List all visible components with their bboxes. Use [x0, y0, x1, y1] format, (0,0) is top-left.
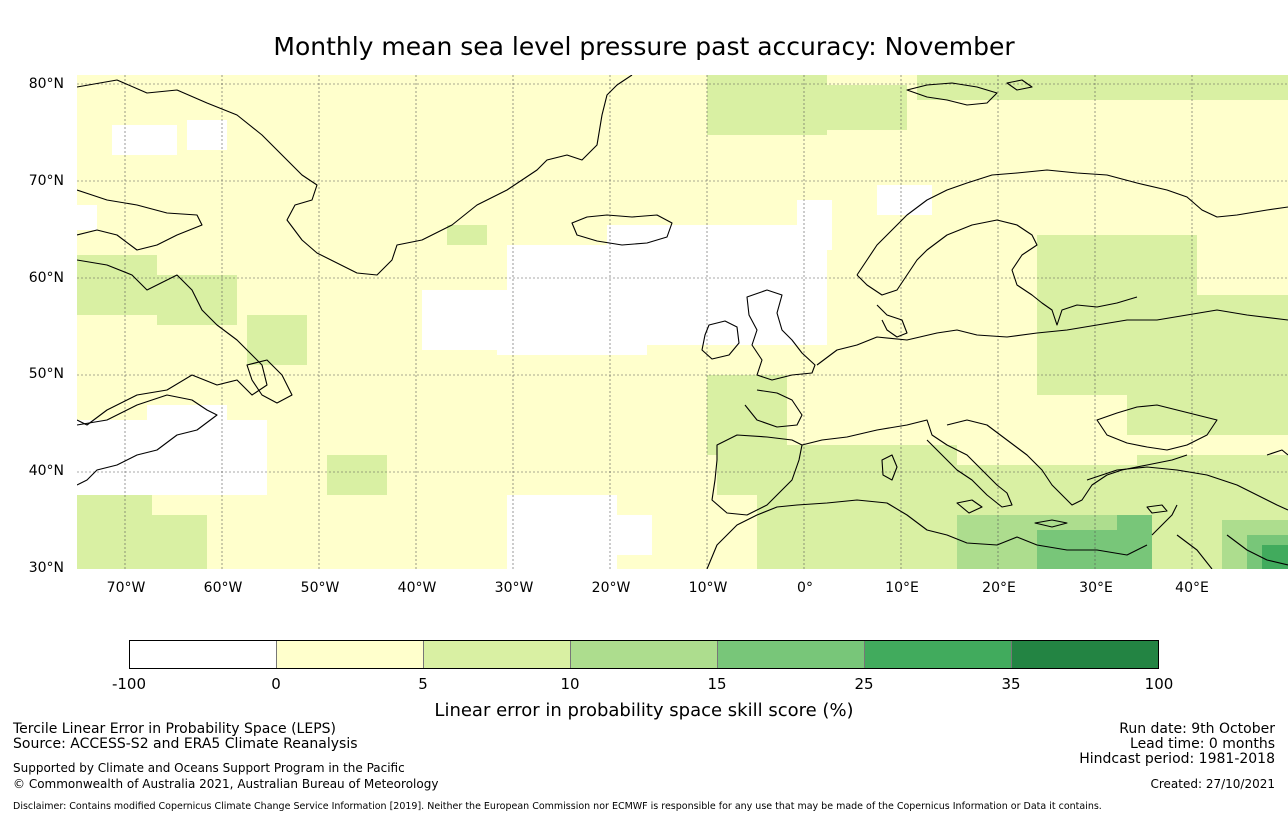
- coast-crete: [1034, 519, 1068, 528]
- colorbar-segment: [1012, 641, 1158, 668]
- coast-italy: [801, 419, 1013, 508]
- coast-red-sea: [1176, 534, 1213, 569]
- coast-levant: [1151, 504, 1178, 536]
- colorbar-tick: 100: [1144, 675, 1174, 693]
- colorbar-segment: [130, 641, 277, 668]
- coast-sardinia: [881, 454, 898, 481]
- footer-disclaimer: Disclaimer: Contains modified Copernicus…: [13, 801, 1102, 812]
- lon-label-50w: 50°W: [300, 580, 340, 596]
- colorbar-tick: 5: [418, 675, 428, 693]
- colorbar-segment: [277, 641, 424, 668]
- skill-map-svg: [77, 75, 1288, 569]
- coast-baffin: [77, 189, 203, 251]
- colorbar-segment: [424, 641, 571, 668]
- lat-label-80n: 80°N: [28, 76, 64, 92]
- lon-label-10w: 10°W: [688, 580, 728, 596]
- lon-label-40w: 40°W: [397, 580, 437, 596]
- coast-scandinavia-south: [856, 219, 1138, 326]
- lat-label-40n: 40°N: [28, 463, 64, 479]
- coast-labrador: [77, 259, 268, 426]
- low-skill-regions: [77, 120, 932, 569]
- coast-iceland: [571, 214, 673, 246]
- footer-created: Created: 27/10/2021: [1150, 777, 1275, 791]
- coast-sicily: [956, 499, 983, 514]
- coast-svalbard: [906, 82, 998, 106]
- coast-ireland: [701, 320, 740, 360]
- coast-newfoundland: [246, 359, 293, 404]
- colorbar-tick: 25: [854, 675, 874, 693]
- footer-source: Source: ACCESS-S2 and ERA5 Climate Reana…: [13, 736, 358, 752]
- footer-run-date: Run date: 9th October: [1119, 721, 1275, 737]
- footer-hindcast: Hindcast period: 1981-2018: [1079, 751, 1275, 767]
- coast-nova-scotia: [77, 394, 218, 486]
- lat-label-70n: 70°N: [28, 173, 64, 189]
- lon-label-0: 0°: [797, 580, 813, 596]
- lon-label-20w: 20°W: [591, 580, 631, 596]
- lat-label-60n: 60°N: [28, 270, 64, 286]
- very-high-skill-regions: [1262, 545, 1288, 569]
- coast-europe-north: [816, 309, 1288, 366]
- high-skill-regions: [1037, 515, 1288, 569]
- colorbar-segment: [718, 641, 865, 668]
- colorbar-label: Linear error in probability space skill …: [434, 700, 854, 721]
- coast-greenland: [77, 75, 633, 276]
- coast-iberia: [711, 434, 803, 516]
- footer-support: Supported by Climate and Oceans Support …: [13, 761, 405, 775]
- lon-label-30w: 30°W: [494, 580, 534, 596]
- colorbar-tick: 15: [707, 675, 727, 693]
- coast-balkans: [946, 419, 1188, 506]
- coast-caspian: [1266, 449, 1288, 456]
- graticule: [77, 75, 1288, 569]
- coast-turkey: [1086, 466, 1288, 511]
- coast-cyprus: [1146, 504, 1168, 514]
- colorbar-tick: 0: [271, 675, 281, 693]
- lon-label-20e: 20°E: [982, 580, 1016, 596]
- colorbar-tick: 35: [1001, 675, 1021, 693]
- footer-method: Tercile Linear Error in Probability Spac…: [13, 721, 336, 737]
- colorbar-segment: [865, 641, 1012, 668]
- coast-black-sea: [1096, 404, 1218, 451]
- colorbar-tick: -100: [111, 675, 147, 693]
- coast-britain: [746, 289, 816, 381]
- colorbar: [129, 640, 1159, 669]
- lon-label-70w: 70°W: [106, 580, 146, 596]
- footer-lead-time: Lead time: 0 months: [1130, 736, 1275, 752]
- lat-label-50n: 50°N: [28, 366, 64, 382]
- map-title: Monthly mean sea level pressure past acc…: [273, 32, 1015, 61]
- coast-brittany: [744, 389, 803, 428]
- colorbar-tick: 10: [560, 675, 580, 693]
- coast-arabia: [1226, 534, 1288, 566]
- skill-map: [77, 75, 1288, 569]
- coast-scandinavia-north: [856, 169, 1288, 276]
- coast-north-africa: [706, 499, 1148, 569]
- footer-copyright: © Commonwealth of Australia 2021, Austra…: [13, 777, 439, 791]
- colorbar-segment: [571, 641, 718, 668]
- lon-label-30e: 30°E: [1079, 580, 1113, 596]
- coastlines: [77, 75, 1288, 569]
- lon-label-40e: 40°E: [1175, 580, 1209, 596]
- coast-small-island: [1006, 79, 1033, 91]
- lat-label-30n: 30°N: [28, 560, 64, 576]
- coast-denmark: [876, 304, 908, 338]
- lon-label-10e: 10°E: [885, 580, 919, 596]
- lon-label-60w: 60°W: [203, 580, 243, 596]
